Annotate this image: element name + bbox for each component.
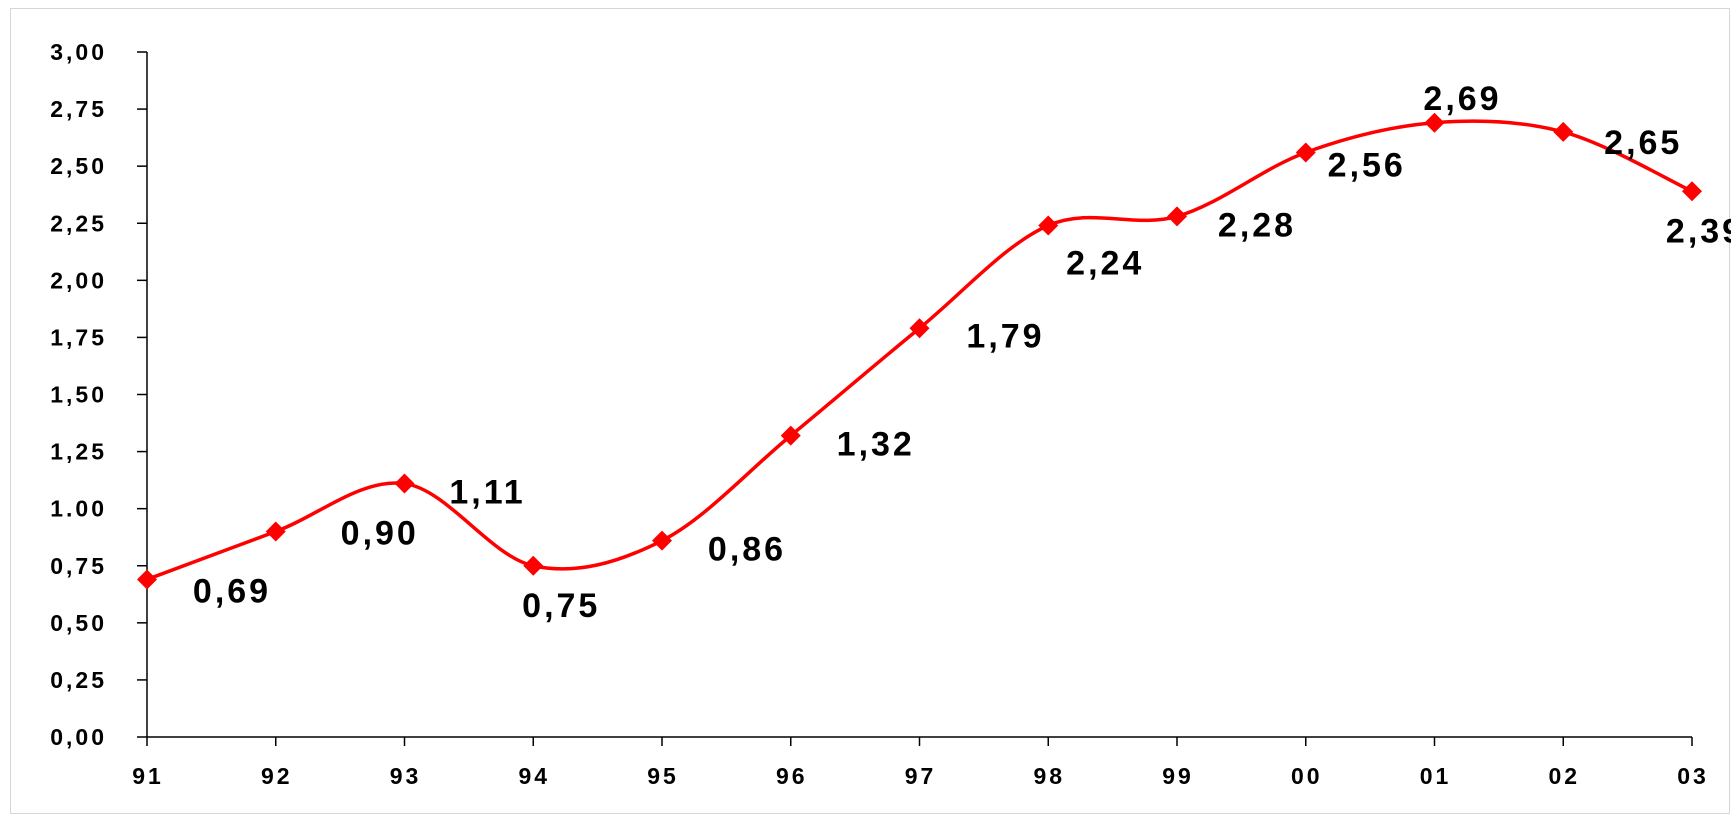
y-tick-label: 1,50	[50, 382, 107, 408]
y-tick-label: 0,50	[50, 610, 107, 636]
x-tick-label: 95	[647, 763, 679, 789]
x-tick-label: 98	[1033, 763, 1065, 789]
data-label: 1,11	[449, 474, 525, 512]
x-tick-label: 01	[1420, 763, 1452, 789]
x-tick-label: 91	[132, 763, 164, 789]
data-label: 2,56	[1328, 146, 1406, 184]
data-point-marker	[1424, 112, 1445, 133]
data-label: 2,28	[1218, 206, 1296, 244]
data-labels: 0,69 0,90 1,11 0,75 0,86 1,32 1,79 2,24 2,28 2,56…	[193, 80, 1731, 625]
data-point-marker	[1682, 181, 1702, 202]
x-tick-label: 97	[905, 763, 937, 789]
data-point-marker	[137, 569, 157, 590]
data-point-marker	[1295, 142, 1316, 163]
data-point-marker	[265, 521, 286, 542]
data-label: 0,86	[708, 531, 786, 569]
series-line	[146, 119, 1693, 582]
series-group	[137, 112, 1702, 590]
data-label: 0,75	[522, 587, 600, 625]
y-tick-label: 0,25	[50, 667, 107, 693]
data-label: 2,24	[1066, 245, 1144, 283]
data-point-marker	[1167, 206, 1187, 227]
data-label: 2,69	[1423, 80, 1501, 118]
x-tick-label: 02	[1548, 763, 1580, 789]
y-tick-label: 2,50	[50, 153, 107, 179]
x-tick-label: 96	[776, 763, 808, 789]
y-tick-label: 1,75	[50, 324, 107, 350]
data-point-marker	[909, 318, 930, 339]
y-tick-label: 1,25	[50, 439, 107, 465]
x-tick-label: 94	[518, 763, 550, 789]
data-label: 0,90	[341, 515, 419, 553]
data-point-marker	[523, 555, 544, 576]
data-label: 1,32	[837, 426, 915, 464]
data-label: 2,65	[1604, 124, 1682, 162]
data-label: 0,69	[193, 572, 271, 610]
x-tick-label: 99	[1162, 763, 1194, 789]
y-tick-label: 1.00	[50, 496, 107, 522]
y-axis-ticks: 0,00 0,25 0,50 0,75 1.00 1,25 1,50 1,75 2,00 2,25…	[50, 39, 147, 750]
chart-frame	[10, 8, 1730, 814]
y-tick-label: 2,75	[50, 96, 107, 122]
data-point-marker	[394, 473, 415, 494]
y-tick-label: 0,00	[50, 724, 107, 750]
data-point-marker	[780, 425, 801, 446]
data-point-marker	[652, 530, 672, 551]
data-label: 1,79	[966, 317, 1044, 355]
y-tick-label: 2,00	[50, 267, 107, 293]
x-tick-label: 93	[390, 763, 422, 789]
y-tick-label: 2,25	[50, 210, 107, 236]
x-tick-label: 03	[1677, 763, 1709, 789]
x-tick-label: 92	[261, 763, 293, 789]
y-tick-label: 3,00	[50, 39, 107, 65]
axes	[146, 52, 1692, 738]
data-point-marker	[1038, 215, 1059, 236]
data-point-marker	[1553, 121, 1574, 142]
y-tick-label: 0,75	[50, 553, 107, 579]
x-tick-label: 00	[1291, 763, 1323, 789]
x-axis-ticks: 91 92 93 94 95 96 97 98 99 00 01 02 03	[132, 737, 1709, 789]
data-label: 2,39	[1666, 212, 1731, 250]
